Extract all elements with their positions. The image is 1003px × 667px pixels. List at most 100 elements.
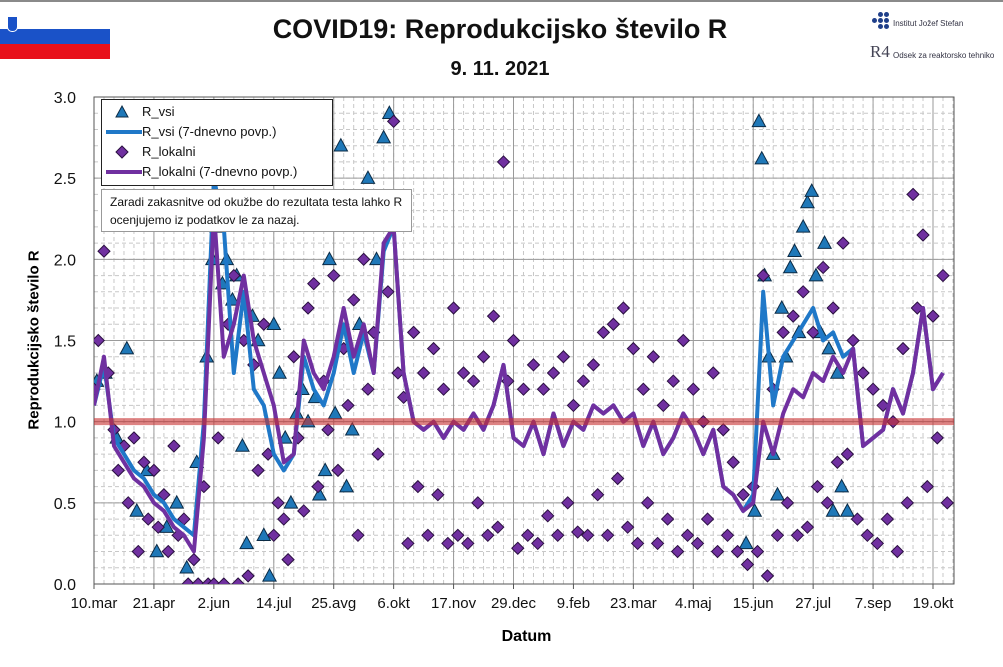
r-lokalni-point [466, 374, 481, 388]
r-vsi-point [774, 299, 790, 314]
y-tick-label: 3.0 [54, 90, 76, 107]
r-lokalni-point [566, 398, 581, 413]
r-lokalni-point [141, 512, 155, 526]
r-lokalni-point [916, 228, 930, 242]
r-lokalni-point [706, 366, 720, 380]
x-tick-label: 6.okt [377, 595, 410, 612]
r-lokalni-point [586, 358, 601, 372]
r-vsi-point [782, 259, 798, 274]
r-lokalni-point [431, 488, 445, 502]
y-tick-label: 2.5 [54, 171, 76, 188]
r-lokalni-point [830, 455, 845, 469]
r-lokalni-point [127, 431, 141, 445]
r-vsi-point [283, 494, 299, 509]
r-vsi-point [799, 194, 815, 209]
r-lokalni-point [666, 374, 681, 388]
r-lokalni-point [750, 544, 765, 559]
r-lokalni-point [307, 276, 321, 291]
r-lokalni-point [826, 301, 840, 315]
r-lokalni-point [590, 488, 605, 502]
x-tick-label: 14.jul [256, 595, 292, 612]
r-lokalni-point [546, 366, 561, 380]
r-vsi-point [339, 478, 355, 493]
r-lokalni-point [910, 301, 925, 315]
r-vsi-point [234, 437, 250, 452]
top-border [0, 0, 1003, 2]
r-vsi-point [769, 486, 785, 501]
r-vsi-point [266, 316, 282, 331]
r-lokalni-point [620, 520, 635, 534]
r-lokalni-point [94, 333, 105, 348]
r-lokalni-point [481, 528, 495, 543]
axes: 0.0 0.5 1.0 1.5 2.0 2.5 3.0 10.mar 21.apr 2.jun 14… [54, 90, 955, 612]
r-lokalni-point [640, 496, 655, 510]
r-lokalni-point [900, 496, 915, 510]
r-lokalni-point [730, 544, 745, 559]
r-lokalni-point [356, 252, 371, 267]
r-lokalni-point [656, 398, 671, 413]
r-vsi-point [179, 559, 195, 574]
r-vsi-point [169, 494, 185, 509]
r-lokalni-point [441, 536, 455, 551]
r-lokalni-point [361, 382, 375, 396]
r-vsi-point [808, 267, 824, 282]
x-tick-label: 29.dec [491, 595, 537, 612]
r-lokalni-point [446, 301, 461, 315]
y-tick-label: 0.5 [54, 496, 76, 513]
r-lokalni-point [630, 536, 645, 551]
r-lokalni-point [187, 552, 201, 567]
r-lokalni-point [740, 557, 755, 572]
r-lokalni-point [97, 244, 111, 258]
r-lokalni-point [241, 569, 255, 583]
ijs-logo-text: Institut Jožef Stefan [893, 19, 964, 28]
r-lokalni-point [371, 447, 385, 461]
flag-stripe-white [0, 14, 110, 29]
r-lokalni-point [496, 155, 511, 169]
r-lokalni-point [686, 382, 700, 396]
r-vsi-point [256, 527, 272, 542]
r-lokalni-point [936, 268, 950, 283]
r-lokalni-point [227, 268, 241, 283]
r-lokalni-point [726, 455, 740, 469]
delay-note: Zaradi zakasnitve od okužbe do rezultata… [101, 189, 412, 232]
r-vsi-point [119, 340, 135, 355]
r-lokalni-point [776, 325, 790, 340]
r-lokalni-point [251, 463, 265, 478]
r-lokalni-point [131, 544, 145, 559]
r-lokalni-point [167, 439, 181, 453]
flag-stripe-blue [0, 29, 110, 44]
r-lokalni-point [806, 325, 820, 340]
r-lokalni-point [471, 496, 485, 510]
r-lokalni-point [231, 577, 245, 584]
r-lokalni-point [406, 325, 421, 340]
r-lokalni-point [736, 488, 750, 502]
r-lokalni-point [331, 463, 345, 478]
legend-label: R_lokalni (7-dnevno povp.) [142, 164, 298, 179]
r-vsi-point [149, 543, 165, 558]
r-vsi-point [272, 364, 287, 379]
triangle-marker-icon [115, 104, 129, 118]
x-tick-label: 4.maj [675, 595, 712, 612]
r-lokalni-point [257, 317, 271, 331]
r-lokalni-point [836, 236, 850, 250]
y-axis-label: Reprodukcijsko število R [25, 250, 43, 430]
r-lokalni-point [780, 496, 795, 510]
r-lokalni-point [610, 471, 625, 486]
r-vsi-point [821, 340, 837, 355]
diamond-marker-icon [115, 145, 129, 159]
r-lokalni-point [596, 325, 611, 340]
r-lokalni-point [191, 577, 205, 584]
r-vsi-point [787, 243, 803, 257]
r-lokalni-point [121, 496, 135, 510]
r-lokalni-point [646, 350, 661, 364]
r-lokalni-point [476, 350, 491, 364]
r-lokalni-point [860, 528, 875, 543]
r-lokalni-point [451, 528, 465, 543]
y-tick-label: 1.5 [54, 334, 76, 351]
r-lokalni-point [287, 350, 301, 364]
r-lokalni-point [277, 512, 291, 526]
r-lokalni-point [571, 525, 585, 539]
r-lokalni-point [880, 512, 895, 526]
r-vsi-point [360, 170, 376, 184]
r-lokalni-point [346, 293, 361, 307]
